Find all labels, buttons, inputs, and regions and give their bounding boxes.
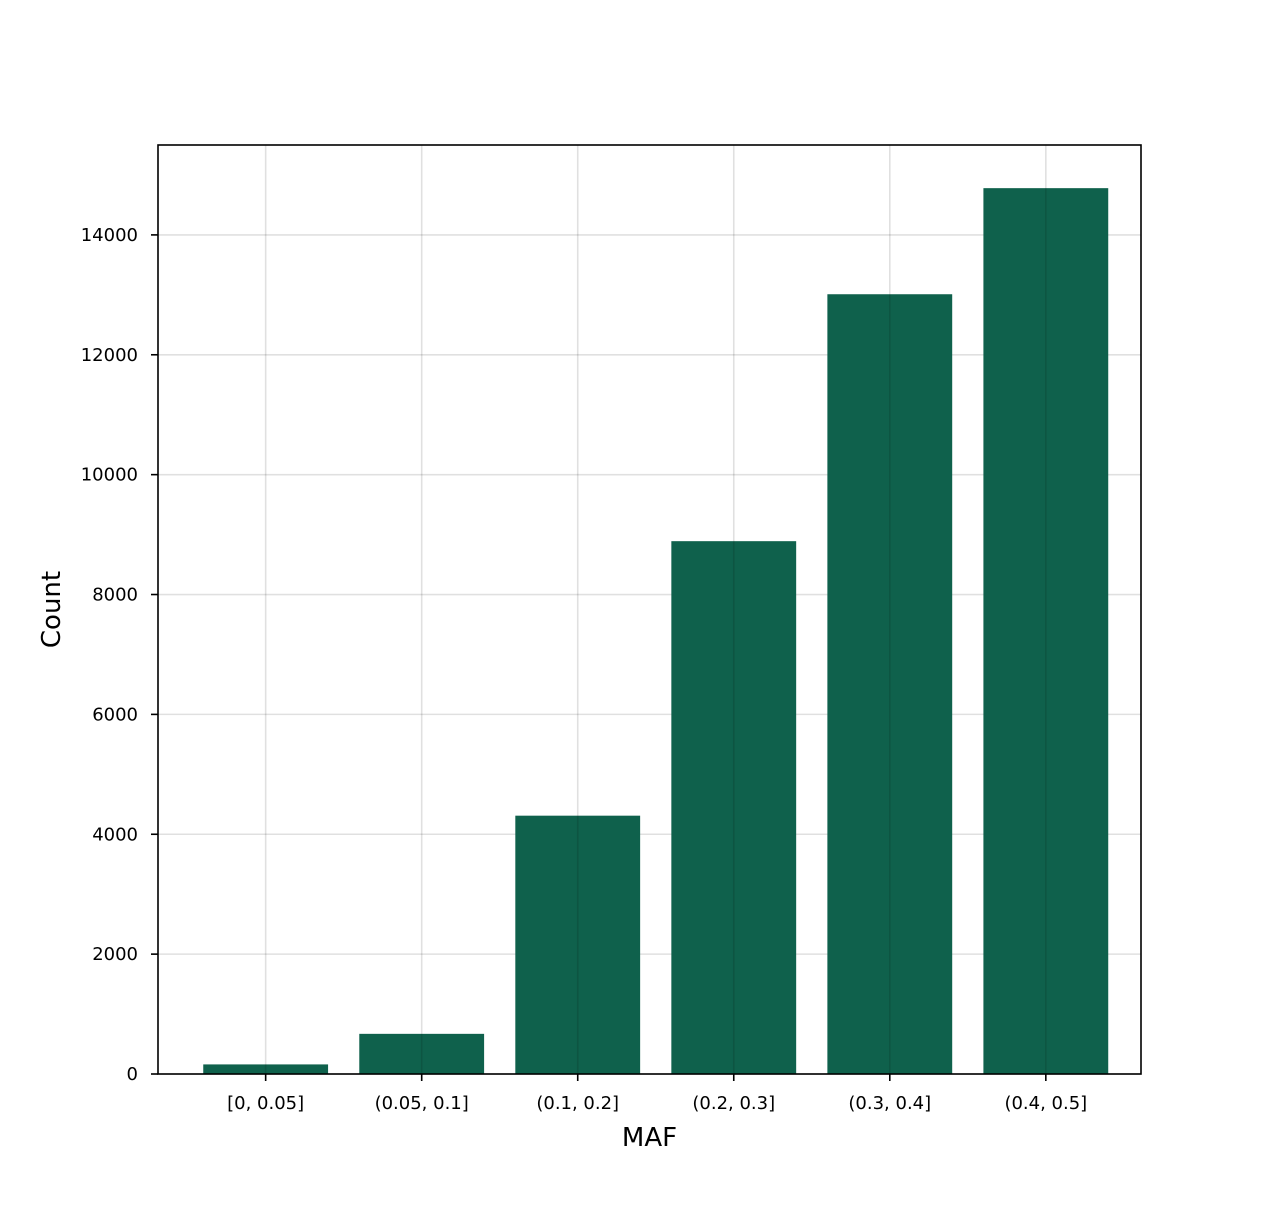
- x-tick-label: (0.05, 0.1]: [375, 1093, 469, 1114]
- bar: [671, 541, 797, 1074]
- y-tick-label: 14000: [81, 225, 138, 246]
- y-tick-label: 0: [127, 1064, 138, 1085]
- y-axis-label: Count: [37, 571, 67, 648]
- y-tick-label: 12000: [81, 345, 138, 366]
- x-axis-label: MAF: [622, 1123, 677, 1153]
- y-grid: [158, 234, 1141, 1075]
- y-tick-label: 2000: [92, 944, 138, 965]
- y-tick-label: 6000: [92, 704, 138, 725]
- bar: [515, 815, 641, 1074]
- bars: [203, 188, 1109, 1074]
- x-grid: [264, 145, 1047, 1074]
- bar: [983, 188, 1109, 1074]
- x-tick-label: (0.3, 0.4]: [848, 1093, 931, 1114]
- y-tick-label: 4000: [92, 824, 138, 845]
- bar: [827, 294, 953, 1074]
- y-tick-label: 8000: [92, 585, 138, 606]
- x-tick-label: (0.4, 0.5]: [1004, 1093, 1087, 1114]
- y-axis: 0 2000 4000 6000 8000 10000 12000 14000: [81, 225, 158, 1085]
- x-tick-label: [0, 0.05]: [227, 1093, 304, 1114]
- bar: [203, 1064, 329, 1074]
- x-tick-label: (0.2, 0.3]: [692, 1093, 775, 1114]
- plot-frame: [157, 144, 1142, 1075]
- y-tick-label: 10000: [81, 465, 138, 486]
- bar: [359, 1033, 485, 1074]
- x-axis: [0, 0.05] (0.05, 0.1] (0.1, 0.2] (0.2, 0.3]…: [227, 1074, 1087, 1114]
- x-tick-label: (0.1, 0.2]: [536, 1093, 619, 1114]
